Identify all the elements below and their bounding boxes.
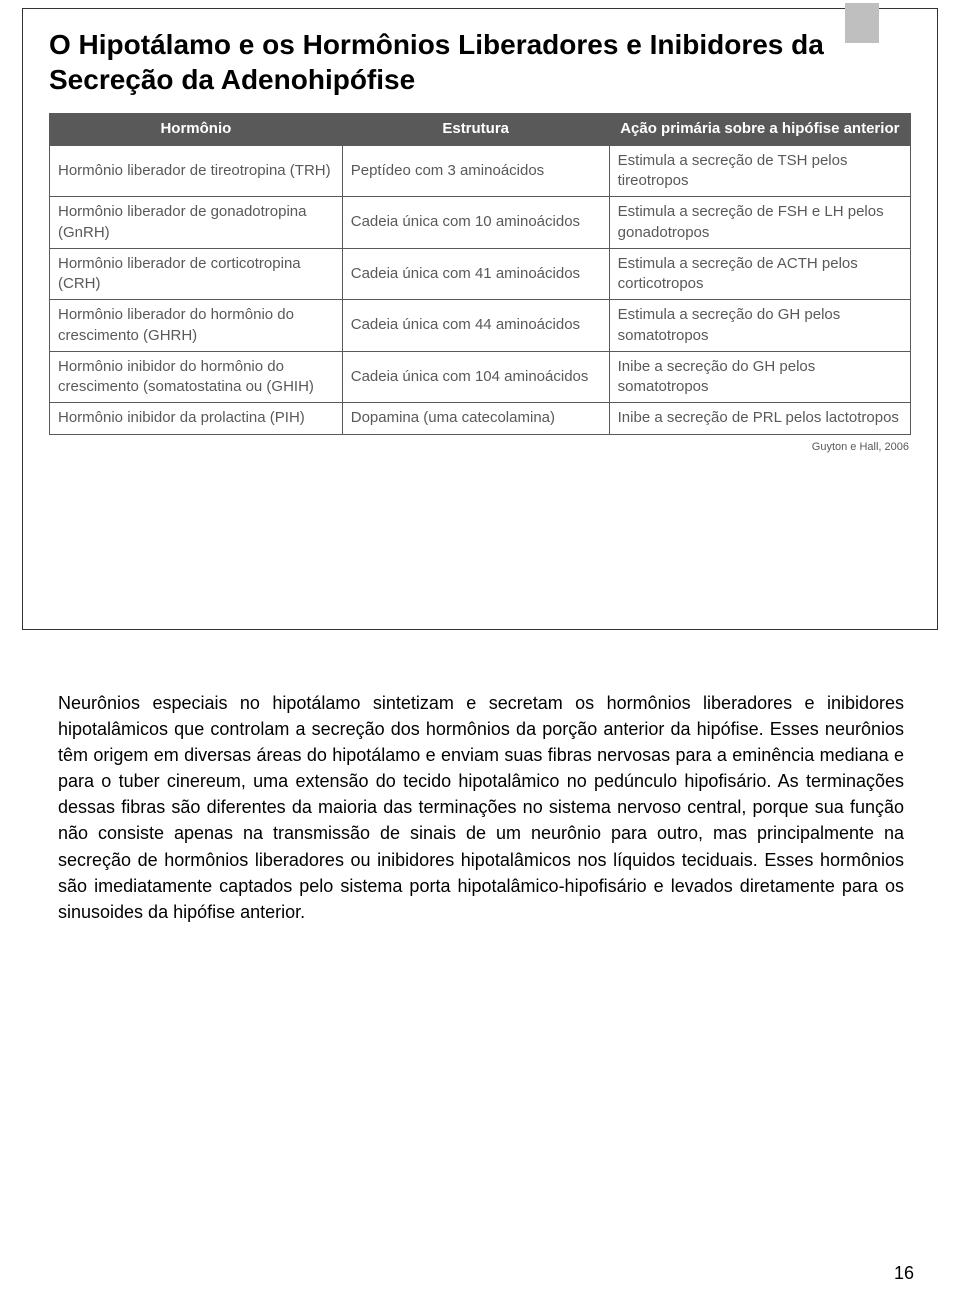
table-row: Hormônio liberador de tireotropina (TRH)… bbox=[50, 145, 911, 197]
citation-text: Guyton e Hall, 2006 bbox=[49, 441, 911, 453]
cell-structure: Cadeia única com 10 aminoácidos bbox=[342, 197, 609, 249]
cell-hormone: Hormônio inibidor da prolactina (PIH) bbox=[50, 403, 343, 434]
slide-title: O Hipotálamo e os Hormônios Liberadores … bbox=[49, 27, 911, 97]
table-row: Hormônio liberador do hormônio do cresci… bbox=[50, 300, 911, 352]
cell-action: Estimula a secreção de FSH e LH pelos go… bbox=[609, 197, 910, 249]
cell-action: Inibe a secreção de PRL pelos lactotropo… bbox=[609, 403, 910, 434]
cell-action: Estimula a secreção de TSH pelos tireotr… bbox=[609, 145, 910, 197]
slide-content: O Hipotálamo e os Hormônios Liberadores … bbox=[23, 9, 937, 465]
cell-hormone: Hormônio liberador de corticotropina (CR… bbox=[50, 248, 343, 300]
header-hormone: Hormônio bbox=[50, 114, 343, 146]
hormone-table: Hormônio Estrutura Ação primária sobre a… bbox=[49, 113, 911, 435]
header-action: Ação primária sobre a hipófise anterior bbox=[609, 114, 910, 146]
cell-hormone: Hormônio liberador do hormônio do cresci… bbox=[50, 300, 343, 352]
header-structure: Estrutura bbox=[342, 114, 609, 146]
table-row: Hormônio liberador de gonadotropina (GnR… bbox=[50, 197, 911, 249]
corner-tab-decoration bbox=[845, 3, 879, 43]
table-row: Hormônio liberador de corticotropina (CR… bbox=[50, 248, 911, 300]
cell-action: Estimula a secreção do GH pelos somatotr… bbox=[609, 300, 910, 352]
cell-hormone: Hormônio liberador de gonadotropina (GnR… bbox=[50, 197, 343, 249]
cell-hormone: Hormônio inibidor do hormônio do crescim… bbox=[50, 351, 343, 403]
cell-action: Estimula a secreção de ACTH pelos cortic… bbox=[609, 248, 910, 300]
table-header-row: Hormônio Estrutura Ação primária sobre a… bbox=[50, 114, 911, 146]
page-number: 16 bbox=[894, 1263, 914, 1284]
cell-structure: Cadeia única com 41 aminoácidos bbox=[342, 248, 609, 300]
cell-structure: Peptídeo com 3 aminoácidos bbox=[342, 145, 609, 197]
cell-action: Inibe a secreção do GH pelos somatotropo… bbox=[609, 351, 910, 403]
cell-structure: Cadeia única com 104 aminoácidos bbox=[342, 351, 609, 403]
cell-structure: Dopamina (uma catecolamina) bbox=[342, 403, 609, 434]
body-paragraph: Neurônios especiais no hipotálamo sintet… bbox=[58, 690, 904, 925]
slide-frame: O Hipotálamo e os Hormônios Liberadores … bbox=[22, 8, 938, 630]
table-row: Hormônio inibidor do hormônio do crescim… bbox=[50, 351, 911, 403]
cell-structure: Cadeia única com 44 aminoácidos bbox=[342, 300, 609, 352]
table-row: Hormônio inibidor da prolactina (PIH) Do… bbox=[50, 403, 911, 434]
cell-hormone: Hormônio liberador de tireotropina (TRH) bbox=[50, 145, 343, 197]
